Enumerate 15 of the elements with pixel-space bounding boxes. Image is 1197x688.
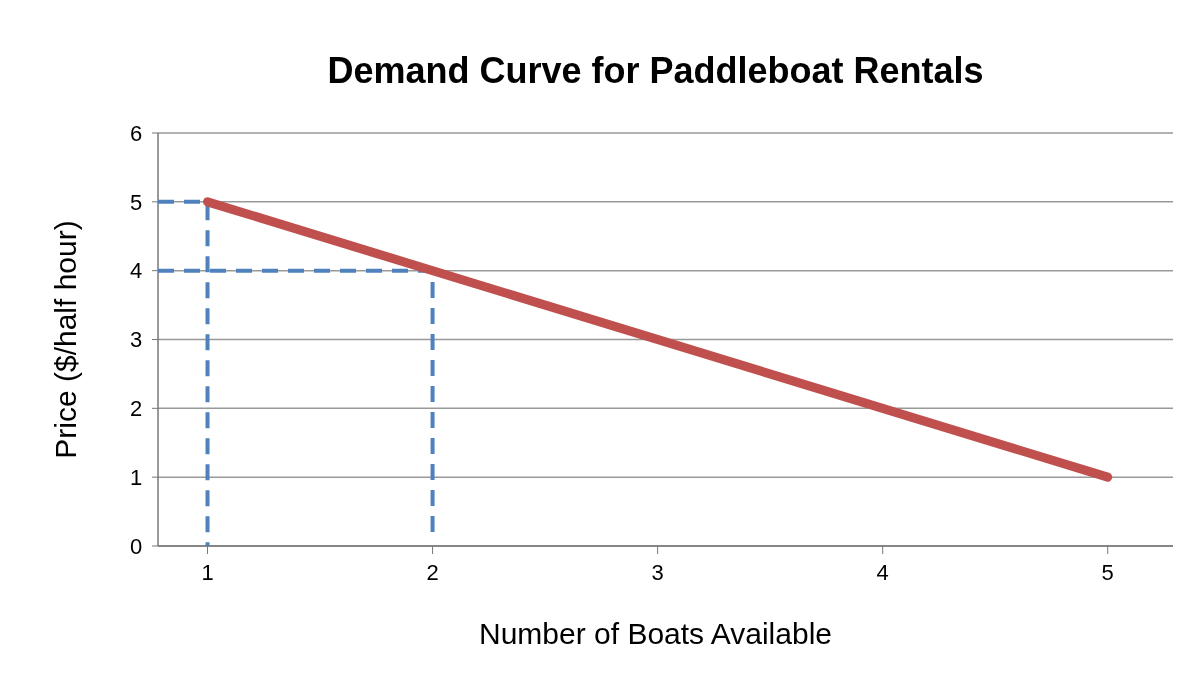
x-tick-label: 4 xyxy=(876,560,889,585)
y-tick-label: 5 xyxy=(129,189,143,215)
x-axis-title: Number of Boats Available xyxy=(479,617,832,650)
x-tick-label: 3 xyxy=(651,560,664,585)
x-tick-label: 1 xyxy=(201,560,214,585)
y-tick-label: 4 xyxy=(129,258,143,284)
y-tick-label: 1 xyxy=(129,464,143,490)
chart-title: Demand Curve for Paddleboat Rentals xyxy=(327,50,984,91)
x-tick-label: 2 xyxy=(426,560,439,585)
y-tick-label: 0 xyxy=(129,533,143,559)
y-tick-label: 2 xyxy=(129,396,143,422)
y-tick-label: 6 xyxy=(129,120,143,146)
x-tick-label: 5 xyxy=(1101,560,1114,585)
y-tick-label: 3 xyxy=(129,327,143,353)
y-axis-title: Price ($/half hour) xyxy=(49,220,82,459)
